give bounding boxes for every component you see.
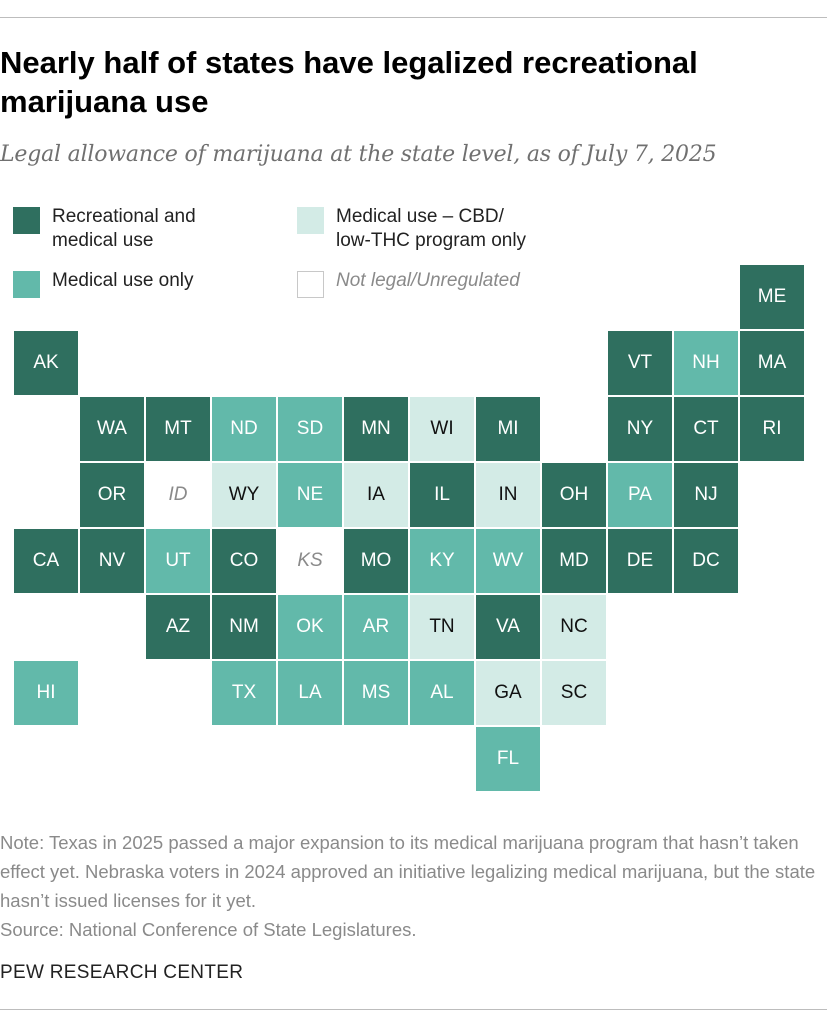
state-tile-ma: MA <box>739 330 805 396</box>
state-tile-mt: MT <box>145 396 211 462</box>
note-text: Note: Texas in 2025 passed a major expan… <box>0 832 816 911</box>
state-tile-tx: TX <box>211 660 277 726</box>
chart-subtitle: Legal allowance of marijuana at the stat… <box>0 142 717 167</box>
legend-swatch-recreational <box>13 207 40 234</box>
legend-label-recreational-line1: Recreational and <box>52 206 196 227</box>
state-tile-wi: WI <box>409 396 475 462</box>
source-text: Source: National Conference of State Leg… <box>0 919 417 940</box>
state-tile-dc: DC <box>673 528 739 594</box>
state-tile-ut: UT <box>145 528 211 594</box>
legend-label-recreational: Recreational and medical use <box>52 205 196 253</box>
state-tile-nh: NH <box>673 330 739 396</box>
state-tile-pa: PA <box>607 462 673 528</box>
state-tile-mn: MN <box>343 396 409 462</box>
state-tile-ia: IA <box>343 462 409 528</box>
legend-label-cbd: Medical use – CBD/ low-THC program only <box>336 205 526 253</box>
state-tile-ct: CT <box>673 396 739 462</box>
state-tile-fl: FL <box>475 726 541 792</box>
state-tile-vt: VT <box>607 330 673 396</box>
state-tile-la: LA <box>277 660 343 726</box>
bottom-rule <box>0 1009 827 1010</box>
state-tile-va: VA <box>475 594 541 660</box>
state-tile-ks: KS <box>277 528 343 594</box>
state-tile-al: AL <box>409 660 475 726</box>
state-tile-oh: OH <box>541 462 607 528</box>
state-tile-nc: NC <box>541 594 607 660</box>
state-tile-de: DE <box>607 528 673 594</box>
state-tile-mi: MI <box>475 396 541 462</box>
state-tile-in: IN <box>475 462 541 528</box>
state-tile-co: CO <box>211 528 277 594</box>
legend-label-medical: Medical use only <box>52 270 194 291</box>
legend-swatch-medical <box>13 271 40 298</box>
publisher-credit: PEW RESEARCH CENTER <box>0 962 244 983</box>
state-tile-hi: HI <box>13 660 79 726</box>
state-tile-ar: AR <box>343 594 409 660</box>
legend-label-not-legal: Not legal/Unregulated <box>336 270 520 291</box>
state-tile-ny: NY <box>607 396 673 462</box>
state-tile-ok: OK <box>277 594 343 660</box>
legend-label-cbd-line1: Medical use – CBD/ <box>336 206 504 227</box>
state-tile-wa: WA <box>79 396 145 462</box>
state-tile-il: IL <box>409 462 475 528</box>
state-tile-ne: NE <box>277 462 343 528</box>
state-tile-md: MD <box>541 528 607 594</box>
top-rule <box>0 17 827 18</box>
state-tile-or: OR <box>79 462 145 528</box>
state-tile-ri: RI <box>739 396 805 462</box>
chart-title: Nearly half of states have legalized rec… <box>0 45 698 119</box>
legend-swatch-cbd <box>297 207 324 234</box>
state-tile-ms: MS <box>343 660 409 726</box>
chart-note: Note: Texas in 2025 passed a major expan… <box>0 828 820 944</box>
state-tile-me: ME <box>739 264 805 330</box>
state-tile-wy: WY <box>211 462 277 528</box>
state-tile-sc: SC <box>541 660 607 726</box>
state-tile-nd: ND <box>211 396 277 462</box>
legend-label-cbd-line2: low-THC program only <box>336 230 527 251</box>
state-tile-ak: AK <box>13 330 79 396</box>
state-tile-az: AZ <box>145 594 211 660</box>
state-tile-ky: KY <box>409 528 475 594</box>
state-tile-tn: TN <box>409 594 475 660</box>
state-tile-ga: GA <box>475 660 541 726</box>
state-tile-nv: NV <box>79 528 145 594</box>
legend-label-recreational-line2: medical use <box>52 230 154 251</box>
state-tile-mo: MO <box>343 528 409 594</box>
legend-swatch-not-legal <box>297 271 324 298</box>
state-tile-ca: CA <box>13 528 79 594</box>
state-tile-nj: NJ <box>673 462 739 528</box>
state-tile-id: ID <box>145 462 211 528</box>
state-tile-sd: SD <box>277 396 343 462</box>
state-tile-wv: WV <box>475 528 541 594</box>
state-tile-nm: NM <box>211 594 277 660</box>
